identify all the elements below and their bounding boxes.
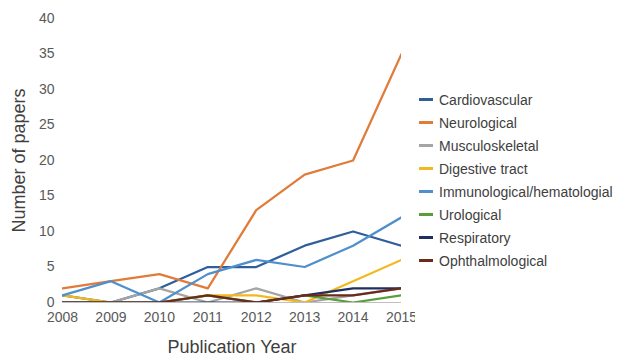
svg-text:Number of papers: Number of papers (9, 88, 29, 232)
svg-text:2013: 2013 (289, 309, 320, 325)
svg-text:2014: 2014 (337, 309, 368, 325)
svg-text:2011: 2011 (193, 309, 223, 325)
svg-text:2008: 2008 (47, 309, 78, 325)
svg-text:25: 25 (39, 116, 55, 132)
svg-text:5: 5 (47, 258, 55, 274)
svg-text:2009: 2009 (95, 309, 126, 325)
svg-text:2012: 2012 (241, 309, 272, 325)
html-text:Immunological/hematologial: Immunological/hematologial (439, 183, 613, 200)
svg-text:2015: 2015 (386, 309, 415, 325)
html-text:Urological: Urological (439, 206, 502, 223)
html-text:Musculoskeletal: Musculoskeletal (439, 137, 539, 154)
html-text:Cardiovascular: Cardiovascular (439, 91, 533, 108)
html-text:Respiratory: Respiratory (439, 229, 511, 246)
svg-text:Publication Year: Publication Year (167, 337, 296, 357)
html-text:Ophthalmological: Ophthalmological (439, 252, 548, 269)
svg-text:0: 0 (47, 294, 55, 310)
svg-text:35: 35 (39, 45, 55, 61)
html-text:Neurological: Neurological (439, 114, 517, 131)
svg-text:30: 30 (39, 81, 55, 97)
svg-text:40: 40 (39, 10, 55, 26)
svg-text:2010: 2010 (144, 309, 175, 325)
svg-text:15: 15 (39, 187, 55, 203)
svg-text:20: 20 (39, 152, 55, 168)
html-text:Digestive tract: Digestive tract (439, 160, 528, 177)
svg-text:10: 10 (39, 223, 55, 239)
